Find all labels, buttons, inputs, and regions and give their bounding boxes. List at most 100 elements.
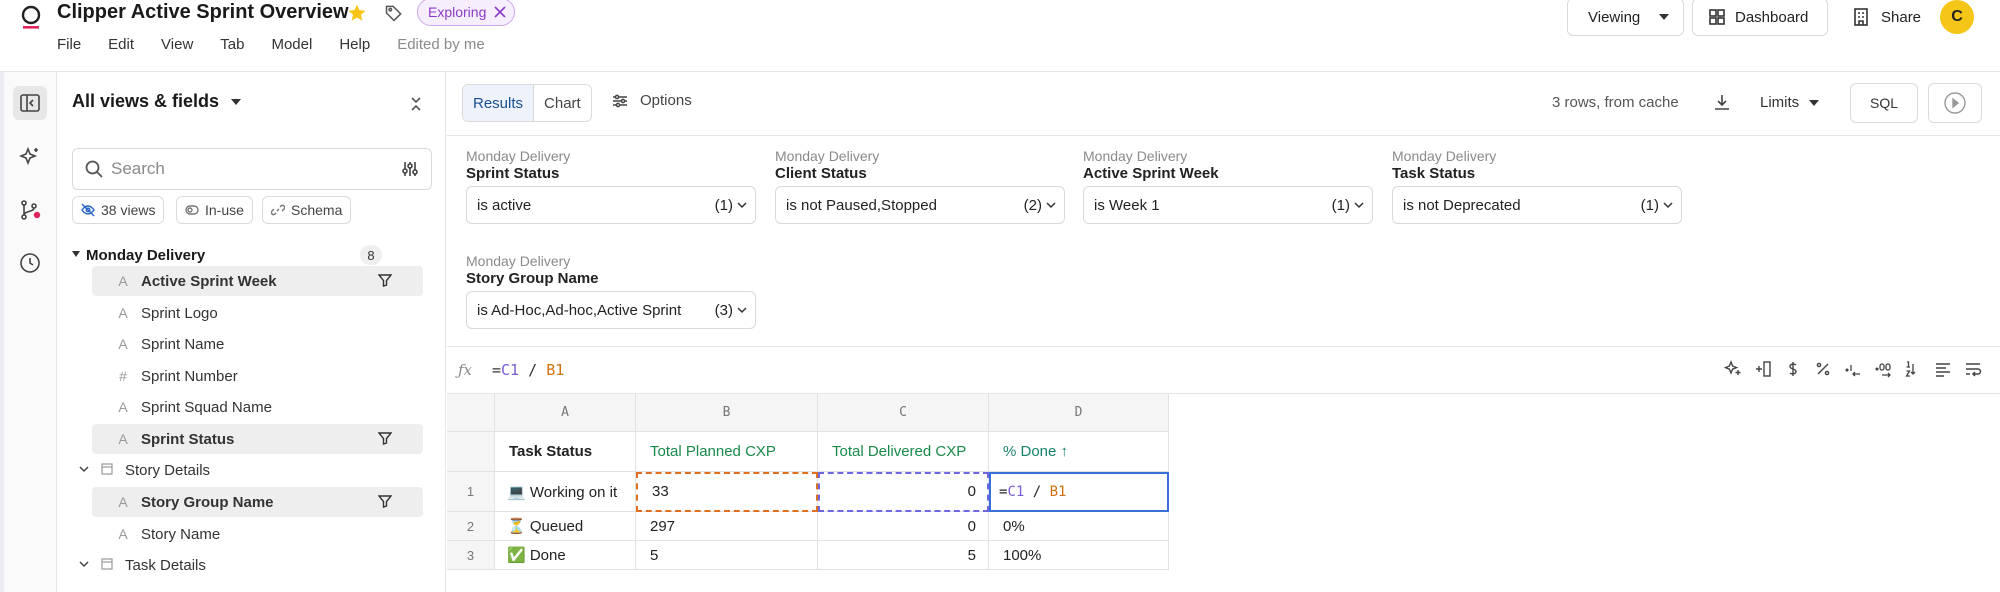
table-cell-percent-done[interactable]: 0% — [989, 512, 1169, 541]
decrease-decimal-icon[interactable] — [1844, 360, 1864, 380]
sliders-icon[interactable] — [401, 160, 419, 178]
run-button[interactable] — [1928, 83, 1982, 123]
download-icon[interactable] — [1712, 92, 1732, 112]
filter-icon[interactable] — [378, 273, 394, 289]
sidebar-toggle-icon[interactable] — [13, 86, 47, 120]
menu-help[interactable]: Help — [339, 36, 371, 53]
table-cell-delivered[interactable]: 5 — [818, 541, 989, 570]
row-number[interactable]: 1 — [447, 472, 495, 512]
filter-field-name: Sprint Status — [466, 165, 560, 182]
field-sprint-squad-name[interactable]: A Sprint Squad Name — [58, 392, 446, 422]
tree-group-story-details[interactable]: Story Details — [58, 455, 446, 485]
column-header-task-status[interactable]: Task Status — [495, 432, 636, 472]
header-row-gutter — [447, 432, 495, 472]
formula-bar — [447, 346, 2000, 394]
filter-value-select[interactable]: is active (1) — [466, 186, 756, 224]
views-selector[interactable]: All views & fields — [72, 91, 242, 112]
table-cell-status[interactable]: ⏳ Queued — [495, 512, 636, 541]
sql-button[interactable]: SQL — [1850, 83, 1918, 123]
tab-results[interactable]: Results — [463, 85, 535, 121]
link-icon — [271, 203, 285, 217]
field-active-sprint-week[interactable]: A Active Sprint Week — [58, 266, 446, 296]
chevron-down-icon — [737, 306, 747, 314]
formula-input[interactable]: =C1 / B1 — [492, 361, 564, 379]
filter-value: is active — [477, 196, 532, 214]
tag-icon[interactable] — [383, 2, 405, 24]
col-letter-d[interactable]: D — [989, 394, 1169, 432]
filter-value-select[interactable]: is Week 1 (1) — [1083, 186, 1373, 224]
field-sprint-logo[interactable]: A Sprint Logo — [58, 298, 446, 328]
filter-icon[interactable] — [378, 431, 394, 447]
viewing-dropdown[interactable]: Viewing — [1567, 0, 1684, 36]
table-cell-planned[interactable]: 33 — [636, 472, 818, 512]
row-number[interactable]: 3 — [447, 541, 495, 570]
table-cell-delivered[interactable]: 0 — [818, 512, 989, 541]
increase-decimal-icon[interactable] — [1874, 360, 1894, 380]
menu-edit[interactable]: Edit — [108, 36, 135, 53]
history-icon[interactable] — [13, 246, 47, 280]
close-icon[interactable] — [494, 6, 506, 18]
limits-dropdown[interactable]: Limits — [1760, 94, 1820, 111]
dashboard-button[interactable]: Dashboard — [1692, 0, 1828, 36]
sparkle-icon[interactable] — [1724, 360, 1744, 380]
filter-source: Monday Delivery — [466, 253, 571, 269]
col-letter-c[interactable]: C — [818, 394, 989, 432]
field-story-name[interactable]: A Story Name — [58, 519, 446, 549]
share-button[interactable]: Share — [1838, 0, 1932, 36]
field-sprint-status[interactable]: A Sprint Status — [58, 424, 446, 454]
wrap-text-icon[interactable] — [1964, 360, 1984, 380]
in-use-chip[interactable]: In-use — [176, 196, 253, 224]
filter-sprint-status: Monday Delivery Sprint Status is active … — [466, 148, 756, 224]
number-format-icon[interactable] — [1904, 360, 1924, 380]
table-cell-status[interactable]: 💻 Working on it — [495, 472, 636, 512]
formula-eq: = — [999, 483, 1008, 500]
app-logo-icon[interactable] — [18, 4, 44, 30]
grid-corner[interactable] — [447, 394, 495, 432]
table-cell-planned[interactable]: 297 — [636, 512, 818, 541]
column-header-total-delivered-cxp[interactable]: Total Delivered CXP — [818, 432, 989, 472]
search-input[interactable] — [111, 149, 381, 189]
filter-value-select[interactable]: is not Paused,Stopped (2) — [775, 186, 1065, 224]
filter-value-select[interactable]: is Ad-Hoc,Ad-hoc,Active Sprint (3) — [466, 291, 756, 329]
menu-file[interactable]: File — [57, 36, 82, 53]
star-icon[interactable] — [346, 2, 368, 24]
tree-group-label: Story Details — [125, 461, 211, 479]
chevron-down-icon — [1354, 201, 1364, 209]
views-count-chip[interactable]: 38 views — [72, 196, 165, 224]
menu-model[interactable]: Model — [271, 36, 313, 53]
menu-view[interactable]: View — [161, 36, 194, 53]
field-story-group-name[interactable]: A Story Group Name — [58, 487, 446, 517]
tree-group-monday-delivery[interactable]: Monday Delivery 8 — [58, 240, 446, 270]
field-sprint-number[interactable]: # Sprint Number — [58, 361, 446, 391]
options-button[interactable]: Options — [612, 92, 692, 109]
tab-chart[interactable]: Chart — [544, 94, 581, 112]
menu-tab[interactable]: Tab — [220, 36, 245, 53]
currency-icon[interactable] — [1784, 360, 1804, 380]
filter-icon[interactable] — [378, 494, 394, 510]
column-header-total-planned-cxp[interactable]: Total Planned CXP — [636, 432, 818, 472]
table-cell-status[interactable]: ✅ Done — [495, 541, 636, 570]
table-cell-planned[interactable]: 5 — [636, 541, 818, 570]
schema-chip[interactable]: Schema — [262, 196, 352, 224]
insert-column-icon[interactable] — [1754, 360, 1774, 380]
status-badge[interactable]: Exploring — [417, 0, 516, 26]
tree-group-task-details[interactable]: Task Details — [58, 550, 446, 580]
filter-value-select[interactable]: is not Deprecated (1) — [1392, 186, 1682, 224]
caret-down-icon — [1809, 99, 1820, 106]
row-number[interactable]: 2 — [447, 512, 495, 541]
align-left-icon[interactable] — [1934, 360, 1954, 380]
table-cell-delivered[interactable]: 0 — [818, 472, 989, 512]
collapse-icon[interactable] — [404, 92, 428, 116]
avatar[interactable]: C — [1940, 0, 1974, 34]
field-sprint-name[interactable]: A Sprint Name — [58, 329, 446, 359]
table-cell-formula-edit[interactable]: = C1 / B1 — [989, 472, 1169, 512]
column-header-percent-done[interactable]: % Done ↑ — [989, 432, 1169, 472]
col-letter-a[interactable]: A — [495, 394, 636, 432]
text-field-icon: A — [118, 273, 128, 289]
col-letter-b[interactable]: B — [636, 394, 818, 432]
table-cell-percent-done[interactable]: 100% — [989, 541, 1169, 570]
search-box[interactable] — [72, 148, 432, 190]
percent-icon[interactable] — [1814, 360, 1834, 380]
branch-icon[interactable] — [13, 193, 47, 227]
sparkle-icon[interactable] — [13, 140, 47, 174]
